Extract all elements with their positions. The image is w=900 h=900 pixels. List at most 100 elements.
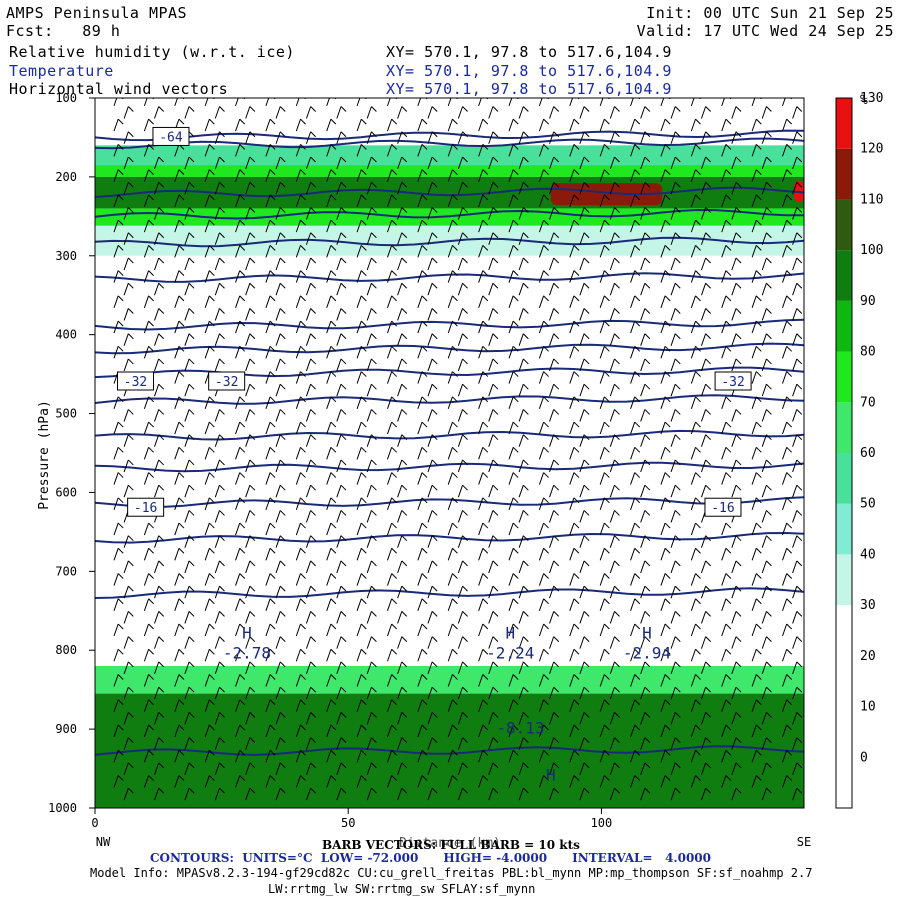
wind-barb xyxy=(579,737,585,750)
wind-barb-flag xyxy=(553,434,560,441)
wind-barb xyxy=(143,270,150,283)
wind-barb xyxy=(538,219,545,233)
wind-barb xyxy=(295,497,301,510)
wind-barb-flag xyxy=(401,484,408,491)
wind-barb xyxy=(549,585,555,599)
wind-barb-flag xyxy=(239,219,246,226)
wind-barb-flag xyxy=(249,106,256,112)
wind-barb xyxy=(518,358,524,372)
wind-barb-flag xyxy=(604,118,610,125)
wind-barb xyxy=(113,573,119,586)
wind-barb xyxy=(204,522,210,536)
wind-barb xyxy=(214,409,220,422)
wind-barb xyxy=(397,535,403,548)
wind-barb-flag xyxy=(269,674,276,680)
y-tick-label: 500 xyxy=(55,407,77,421)
wind-barb-flag xyxy=(583,686,590,693)
wind-barb xyxy=(731,560,737,574)
wind-barb xyxy=(700,560,707,574)
wind-barb xyxy=(599,724,605,738)
wind-barb xyxy=(488,232,494,245)
wind-barb-flag xyxy=(573,194,580,201)
wind-barb-flag xyxy=(421,573,428,579)
wind-barb-flag xyxy=(340,510,347,516)
wind-barb-flag xyxy=(644,686,651,693)
wind-barb-flag xyxy=(452,446,458,453)
wind-barb-flag xyxy=(766,762,772,769)
wind-barb xyxy=(397,712,403,725)
wind-barb xyxy=(143,219,150,233)
wind-barb xyxy=(599,598,605,611)
wind-barb xyxy=(640,712,646,725)
wind-barb-flag xyxy=(340,535,347,542)
wind-barb-flag xyxy=(249,383,256,390)
wind-barb xyxy=(184,156,190,170)
wind-barb xyxy=(609,686,615,700)
wind-barb xyxy=(214,156,220,170)
wind-barb-flag xyxy=(674,106,681,112)
wind-barb xyxy=(508,497,514,510)
wind-barb-flag xyxy=(604,724,610,731)
wind-barb-flag xyxy=(786,320,793,327)
wind-barb xyxy=(609,737,615,750)
wind-barb xyxy=(700,131,707,144)
wind-barb xyxy=(427,510,433,523)
wind-barb-flag xyxy=(512,724,519,731)
wind-barb-flag xyxy=(371,636,377,642)
wind-barb-flag xyxy=(695,320,701,327)
wind-barb-flag xyxy=(300,446,306,453)
wind-barb xyxy=(457,283,464,296)
wind-barb xyxy=(366,485,372,498)
wind-barb-flag xyxy=(188,207,195,213)
wind-barb-flag xyxy=(117,724,124,731)
wind-barb-flag xyxy=(401,308,408,314)
wind-barb xyxy=(508,522,514,536)
wind-barb-flag xyxy=(310,282,316,289)
wind-barb-flag xyxy=(573,573,580,579)
wind-barb xyxy=(640,308,646,321)
wind-barb-flag xyxy=(330,446,337,453)
wind-barb xyxy=(751,421,757,435)
wind-barb xyxy=(538,320,545,334)
wind-barb-flag xyxy=(634,699,641,706)
wind-barb xyxy=(478,649,484,662)
wind-barb xyxy=(690,598,696,611)
wind-barb-flag xyxy=(512,270,519,276)
wind-barb-flag xyxy=(725,345,732,352)
wind-barb xyxy=(549,257,555,271)
wind-barb-flag xyxy=(421,194,428,201)
wind-barb-flag xyxy=(431,257,438,264)
wind-barb-flag xyxy=(219,282,225,289)
wind-barb-flag xyxy=(462,232,468,239)
wind-barb-flag xyxy=(492,257,499,264)
wind-barb xyxy=(640,384,646,397)
wind-barb-flag xyxy=(401,232,408,239)
wind-barb-flag xyxy=(705,282,712,289)
wind-barb xyxy=(630,750,636,763)
wind-barb-flag xyxy=(158,611,165,617)
wind-barb xyxy=(245,156,251,170)
wind-barb xyxy=(457,106,464,119)
wind-barb xyxy=(761,358,767,372)
contour-label-box xyxy=(117,371,155,391)
wind-barb-flag xyxy=(755,371,762,377)
wind-barb xyxy=(549,131,555,144)
wind-barb xyxy=(204,144,210,157)
wind-barb-flag xyxy=(705,181,712,188)
wind-barb-flag xyxy=(644,459,651,466)
wind-barb xyxy=(154,585,160,599)
wind-barb xyxy=(326,750,332,763)
wind-barb-flag xyxy=(148,446,154,453)
wind-barb xyxy=(305,308,312,321)
wind-barb xyxy=(417,522,423,536)
wind-barb xyxy=(569,649,575,662)
wind-barb-flag xyxy=(522,383,529,390)
wind-barb xyxy=(245,712,251,725)
wind-barb xyxy=(640,182,646,195)
wind-barb xyxy=(214,686,220,700)
contour-info: CONTOURS: UNITS=°C LOW= -72.000 HIGH= -4… xyxy=(150,851,712,865)
wind-barb xyxy=(538,371,545,384)
wind-barb xyxy=(447,548,453,561)
wind-barb xyxy=(751,699,757,712)
wind-barb-flag xyxy=(188,484,195,491)
